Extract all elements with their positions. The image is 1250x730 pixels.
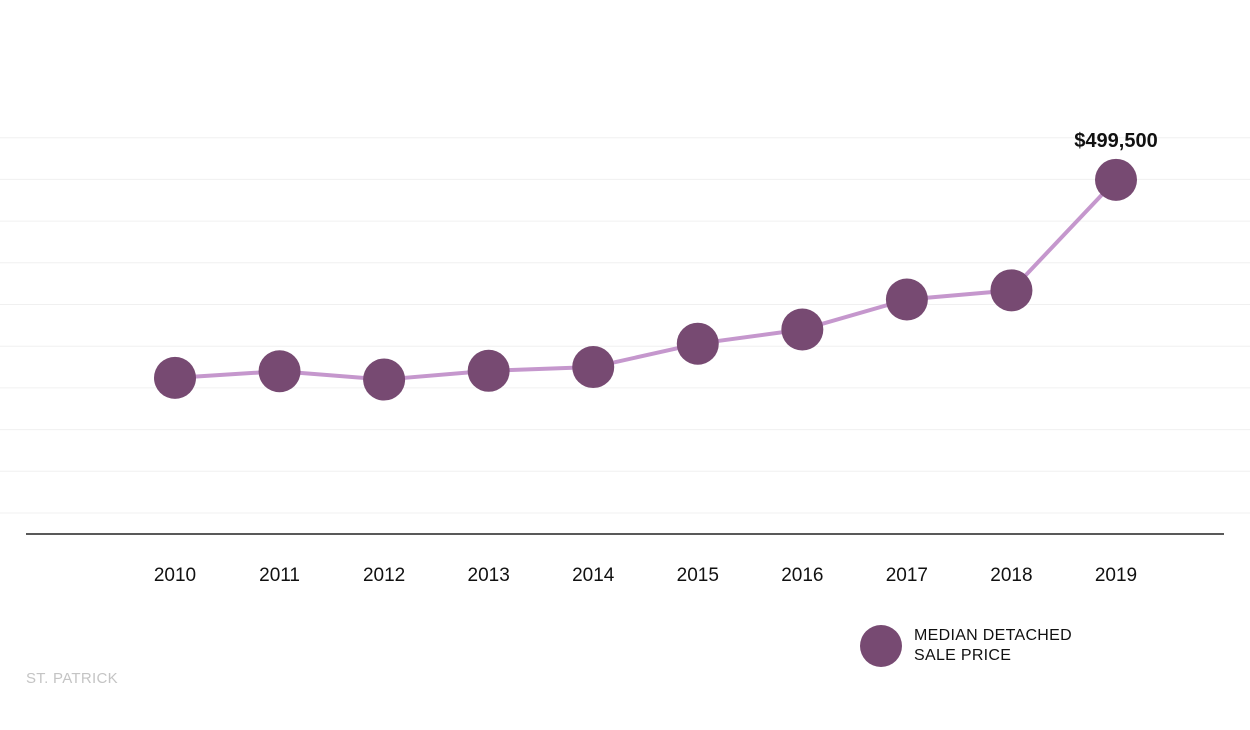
x-tick-labels: 2010 2011 2012 2013 2014 2015 2016 2017 2018 2019 [154, 565, 1137, 586]
legend: MEDIAN DETACHED SALE PRICE [860, 625, 1072, 667]
legend-label-line-1: MEDIAN DETACHED [914, 627, 1072, 644]
data-point-2018 [990, 269, 1033, 312]
x-tick-label: 2019 [1095, 565, 1137, 586]
x-tick-label: 2016 [781, 565, 823, 586]
data-labels: $499,500 [1074, 130, 1157, 152]
gridlines [0, 137, 1250, 514]
data-point-2015 [676, 322, 719, 365]
data-point-2011 [258, 350, 301, 393]
x-tick-label: 2015 [677, 565, 719, 586]
data-point-2019 [1095, 158, 1137, 201]
data-label: $499,500 [1074, 130, 1157, 152]
legend-marker-icon [860, 625, 902, 667]
data-point-2017 [885, 278, 928, 321]
data-point-2013 [467, 349, 510, 392]
x-tick-label: 2014 [572, 565, 615, 586]
series-line [173, 177, 1118, 382]
series-line-group [173, 177, 1118, 382]
data-point-2012 [363, 358, 406, 401]
data-point-2016 [781, 308, 824, 351]
x-tick-label: 2018 [990, 565, 1032, 586]
data-points [154, 158, 1137, 401]
data-point-2014 [572, 346, 615, 389]
source-label: ST. PATRICK [26, 670, 118, 687]
x-tick-label: 2017 [886, 565, 928, 586]
legend-label-line-2: SALE PRICE [914, 647, 1012, 664]
legend-label: MEDIAN DETACHED SALE PRICE [914, 626, 1072, 666]
x-tick-label: 2013 [468, 565, 510, 586]
x-tick-label: 2011 [259, 565, 300, 586]
x-tick-label: 2010 [154, 565, 196, 586]
x-tick-label: 2012 [363, 565, 405, 586]
data-point-2010 [154, 356, 196, 399]
